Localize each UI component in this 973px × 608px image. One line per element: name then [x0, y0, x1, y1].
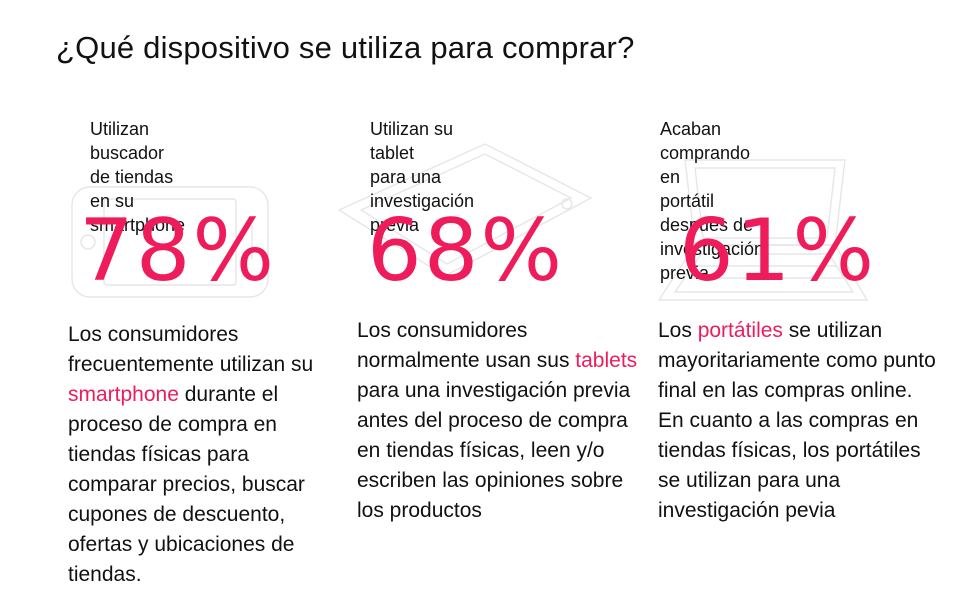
subtitle-laptop: Acaban comprando en portátil después de …: [660, 119, 765, 283]
subtitle-tablet: Utilizan su tablet para una investigació…: [370, 119, 475, 235]
highlight-laptop: portátiles: [697, 319, 783, 342]
description-tablet: Los consumidores normalmente usan sus ta…: [357, 316, 642, 526]
description-text: Los consumidores normalmente usan sus: [357, 319, 576, 372]
subtitle-smartphone: Utilizan buscador de tiendas en su smart…: [90, 119, 186, 235]
description-text: para una investigación previa antes del …: [357, 379, 631, 522]
highlight-smartphone: smartphone: [68, 383, 179, 406]
description-text: se utilizan mayoritariamente como punto …: [658, 319, 936, 522]
description-laptop: Los portátiles se utilizan mayoritariame…: [658, 316, 938, 526]
highlight-tablet: tablets: [575, 349, 638, 372]
description-text: Los: [658, 319, 698, 342]
laptop-outline-icon: [657, 159, 869, 301]
page-title: ¿Qué dispositivo se utiliza para comprar…: [56, 30, 635, 65]
percentage-laptop: 61%: [679, 201, 877, 301]
description-text: durante el proceso de compra en tiendas …: [68, 383, 305, 586]
percentage-smartphone: 78%: [79, 201, 277, 301]
tablet-outline-icon: [337, 143, 593, 277]
smartphone-outline-icon: [71, 186, 269, 298]
description-text: Los consumidores frecuentemente utilizan…: [68, 323, 314, 376]
description-smartphone: Los consumidores frecuentemente utilizan…: [68, 320, 338, 590]
percentage-tablet: 68%: [367, 201, 565, 301]
